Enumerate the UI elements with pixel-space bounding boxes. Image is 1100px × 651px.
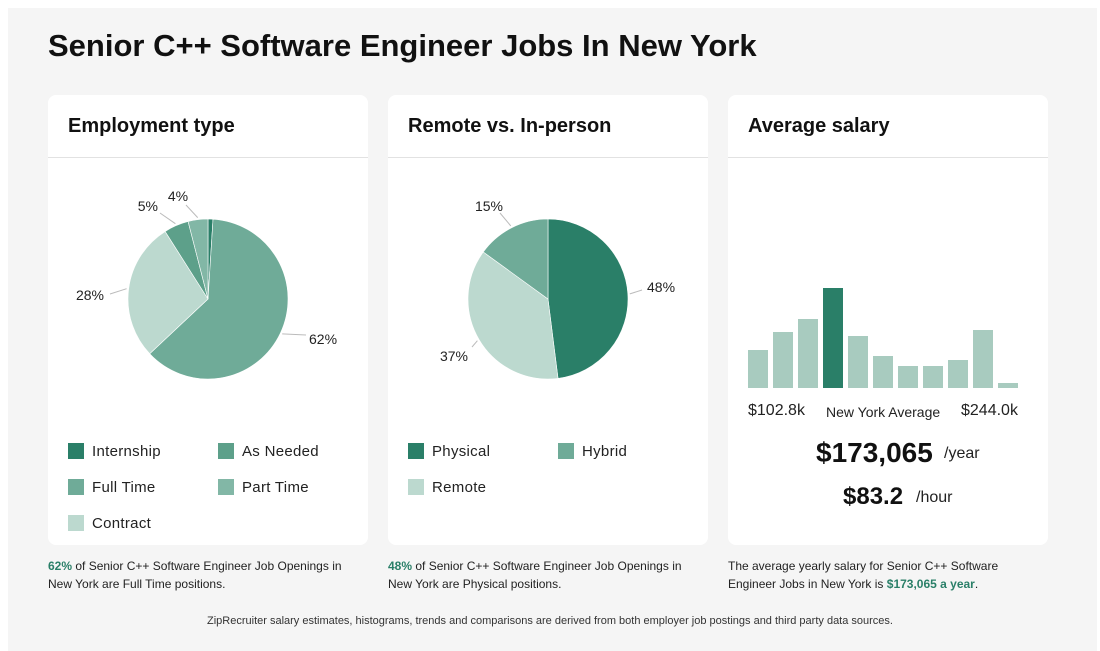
page-title: Senior C++ Software Engineer Jobs In New… [48,28,757,63]
employment-caption-percent: 62% [48,559,73,573]
employment-caption-text: of Senior C++ Software Engineer Job Open… [48,559,342,591]
remote-vs-in-person-pie-chart: 48% 37% 15% [440,198,675,380]
legend-swatch-full-time [68,479,84,495]
legend-item-hybrid: Hybrid [558,442,627,460]
histogram-bar-6 [873,356,893,388]
pie-slice-contract [127,231,209,355]
legend-swatch-internship [68,443,84,459]
employment-type-card: Employment type 62% 28% 5% 4% Internship As… [48,95,368,545]
salary-hourly-unit: /hour [916,489,953,506]
legend-item-physical: Physical [408,442,490,460]
legend-swatch-as-needed [218,443,234,459]
pie-leader-contract [109,288,127,295]
legend-swatch-physical [408,443,424,459]
pie-label-contract: 28% [76,287,104,303]
employment-type-pie-chart: 62% 28% 5% 4% [76,188,337,380]
pie-leader-as-needed [159,212,176,225]
legend-swatch-remote [408,479,424,495]
pie-label-remote: 37% [440,348,468,364]
pie-label-part-time: 4% [168,188,188,204]
salary-yearly-value: $173,065 [816,437,933,468]
salary-min-label: $102.8k [748,402,805,419]
salary-hourly-value: $83.2 [843,483,904,510]
legend-label-as-needed: As Needed [242,442,319,460]
salary-histogram [748,288,1018,388]
pie-slice-full-time [149,218,289,380]
salary-caption-end: . [974,577,979,591]
pie-leader-full-time [282,333,307,336]
remote-caption-text: of Senior C++ Software Engineer Job Open… [388,559,682,591]
legend-label-internship: Internship [92,442,161,460]
legend-label-part-time: Part Time [242,478,309,496]
pie-label-full-time: 62% [309,331,337,347]
pie-slice-remote [467,251,559,380]
average-salary-heading: Average salary [728,95,1048,158]
histogram-bar-5 [848,336,868,388]
salary-average-label: New York Average [826,404,941,420]
legend-item-internship: Internship [68,442,161,460]
legend-label-physical: Physical [432,442,491,460]
salary-max-label: $244.0k [961,402,1018,419]
pie-label-hybrid: 15% [475,198,503,214]
pie-leader-part-time [185,204,199,218]
histogram-bar-8 [923,366,943,388]
legend-label-full-time: Full Time [92,478,156,496]
salary-caption-amount: $173,065 a year [886,577,975,591]
salary-caption: The average yearly salary for Senior C++… [728,557,1048,593]
pie-slice-hybrid [482,218,549,300]
legend-item-as-needed: As Needed [218,442,319,460]
pie-leader-physical [629,289,643,295]
legend-swatch-hybrid [558,443,574,459]
legend-item-contract: Contract [68,514,151,532]
histogram-bar-10 [973,330,993,388]
salary-caption-text: The average yearly salary for Senior C++… [728,559,999,591]
salary-yearly-unit: /year [944,445,980,462]
average-salary-card: Average salary $102.8k New York Average … [728,95,1048,545]
pie-leader-hybrid [499,212,512,227]
histogram-bar-3 [798,319,818,388]
histogram-bar-1 [748,350,768,388]
footnote: ZipRecruiter salary estimates, histogram… [207,615,893,627]
histogram-bar-9 [948,360,968,388]
histogram-bar-2 [773,332,793,388]
remote-caption: 48% of Senior C++ Software Engineer Job … [388,557,708,593]
legend-label-hybrid: Hybrid [582,442,628,460]
pie-label-as-needed: 5% [138,198,158,214]
remote-vs-in-person-card: Remote vs. In-person 48% 37% 15% Physical … [388,95,708,545]
employment-type-caption: 62% of Senior C++ Software Engineer Job … [48,557,368,593]
legend-label-contract: Contract [92,514,152,532]
pie-label-physical: 48% [647,279,675,295]
remote-caption-percent: 48% [388,559,413,573]
remote-vs-in-person-heading: Remote vs. In-person [388,95,708,158]
pie-slice-part-time [187,218,209,300]
legend-swatch-contract [68,515,84,531]
legend-swatch-part-time [218,479,234,495]
employment-type-heading: Employment type [48,95,368,158]
pie-leader-remote [471,340,478,348]
legend-item-full-time: Full Time [68,478,156,496]
histogram-bar-7 [898,366,918,388]
pie-slice-physical [547,218,629,379]
legend-item-remote: Remote [408,478,486,496]
legend-label-remote: Remote [432,478,487,496]
histogram-bar-11 [998,383,1018,388]
histogram-bar-4 [823,288,843,388]
legend-item-part-time: Part Time [218,478,309,496]
